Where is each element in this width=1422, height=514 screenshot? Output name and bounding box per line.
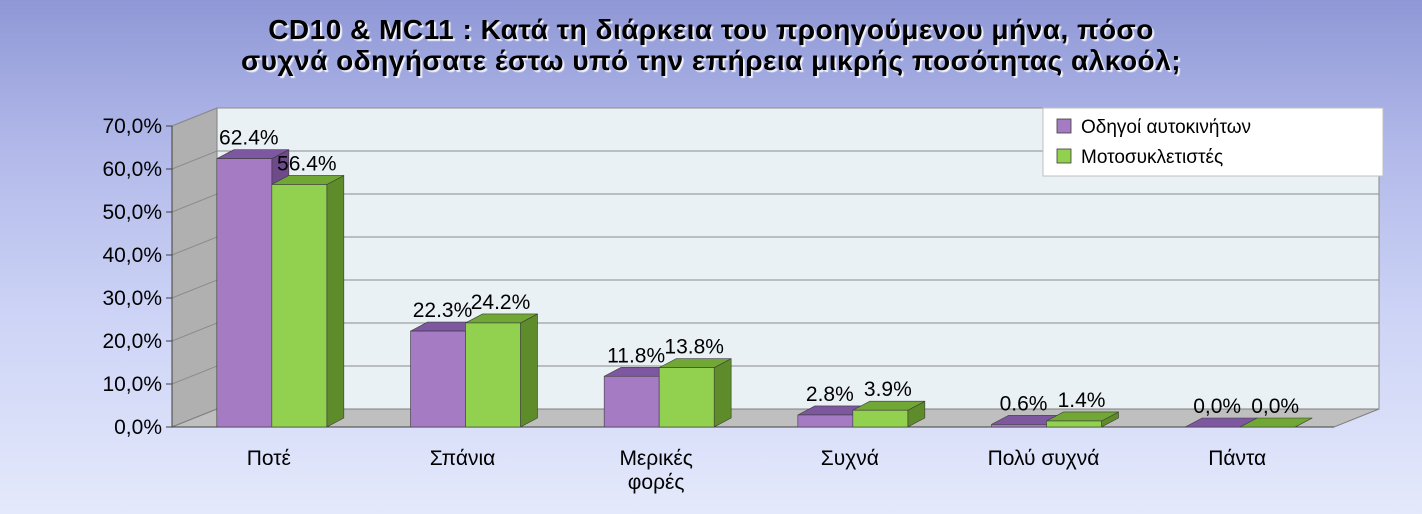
- data-label: 0.6%: [1000, 392, 1048, 415]
- data-label: 22.3%: [413, 299, 473, 322]
- bar-top-face: [1240, 417, 1313, 428]
- data-label: 56.4%: [277, 152, 337, 175]
- bar: [1046, 420, 1102, 428]
- data-label: 0,0%: [1193, 395, 1241, 418]
- data-label: 11.8%: [607, 344, 665, 367]
- y-tick-label: 20,0%: [102, 330, 162, 353]
- chart-title-line-1: CD10 & MC11 : Κατά τη διάρκεια του προηγ…: [268, 14, 1154, 45]
- bar: [465, 322, 521, 428]
- y-tick-label: 70,0%: [102, 115, 162, 138]
- bar-side-face: [520, 313, 538, 428]
- legend-label: Μοτοσυκλετιστές: [1081, 147, 1223, 168]
- chart-title-line-2: συχνά οδηγήσατε έστω υπό την επήρεια μικ…: [240, 45, 1182, 76]
- x-tick-label: φορές: [628, 471, 685, 494]
- x-tick-label: Σπάνια: [430, 447, 496, 470]
- x-tick-label: Πολύ συχνά: [988, 447, 1100, 470]
- legend-box: [1042, 107, 1384, 177]
- x-tick-label: Συχνά: [821, 447, 879, 470]
- bar: [603, 375, 660, 428]
- chart-title: CD10 & MC11 : Κατά τη διάρκεια του προηγ…: [0, 14, 1422, 76]
- legend-label: Οδηγοί αυτοκινήτων: [1081, 117, 1251, 138]
- legend-swatch: [1056, 118, 1072, 134]
- bar: [410, 330, 466, 428]
- x-tick-label: Μερικές: [619, 447, 692, 470]
- y-tick-label: 30,0%: [102, 287, 162, 310]
- data-label: 3.9%: [864, 378, 912, 401]
- y-tick-label: 50,0%: [102, 201, 162, 224]
- bar: [271, 184, 328, 428]
- data-label: 13.8%: [664, 336, 724, 359]
- bar: [216, 158, 273, 428]
- bar-side-face: [326, 174, 345, 428]
- gridline: [171, 107, 1379, 127]
- x-tick-label: Ποτέ: [247, 447, 291, 470]
- data-label: 62.4%: [219, 127, 279, 150]
- y-tick-label: 0,0%: [114, 416, 162, 439]
- data-label: 1.4%: [1058, 389, 1106, 412]
- data-label: 2.8%: [806, 383, 854, 406]
- y-tick-label: 60,0%: [102, 158, 162, 181]
- gridline: [171, 150, 1379, 170]
- x-tick-label: Πάντα: [1208, 447, 1266, 470]
- plot-side-wall: [171, 107, 218, 428]
- y-tick-label: 40,0%: [102, 244, 162, 267]
- legend-swatch: [1056, 148, 1072, 164]
- bar-side-face: [713, 358, 732, 428]
- data-label: 0,0%: [1251, 395, 1299, 418]
- bar: [797, 414, 854, 428]
- bar: [991, 424, 1047, 428]
- y-tick-label: 10,0%: [102, 373, 162, 396]
- bar: [852, 409, 909, 428]
- bar: [658, 367, 715, 428]
- data-label: 24.2%: [471, 291, 531, 314]
